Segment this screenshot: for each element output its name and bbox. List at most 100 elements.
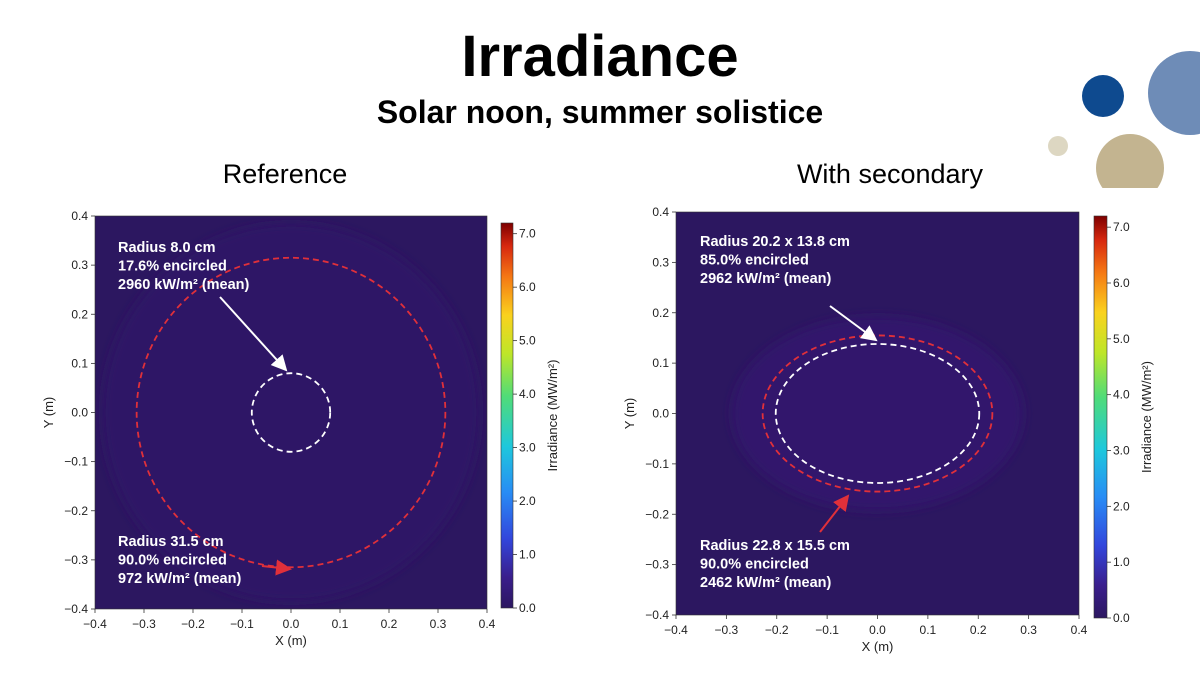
reference-y-tick-label: 0.2 bbox=[71, 307, 88, 321]
reference-y-tick-label: −0.1 bbox=[64, 455, 88, 469]
reference-x-tick-label: 0.4 bbox=[479, 617, 496, 631]
secondary-y-tick-label: −0.2 bbox=[645, 507, 669, 521]
reference-x-tick-label: −0.1 bbox=[230, 617, 254, 631]
reference-x-tick-label: −0.3 bbox=[132, 617, 156, 631]
reference-x-axis: −0.4 −0.3 −0.2 −0.1 0.0 0.1 0.2 0.3 0.4 bbox=[83, 609, 496, 631]
reference-x-tick-label: 0.0 bbox=[283, 617, 300, 631]
reference-annotation-inner: Radius 8.0 cm 17.6% encircled 2960 kW/m² (… bbox=[118, 240, 288, 372]
reference-colorbar-gradient bbox=[500, 222, 514, 609]
reference-y-tick-label: −0.4 bbox=[64, 602, 88, 616]
reference-colorbar-tick-label: 1.0 bbox=[519, 548, 536, 562]
secondary-annotation-line: 2962 kW/m² (mean) bbox=[700, 271, 832, 287]
reference-y-tick-label: −0.3 bbox=[64, 553, 88, 567]
chart-title-with-secondary: With secondary bbox=[796, 159, 984, 189]
secondary-heatmap bbox=[731, 316, 1024, 511]
secondary-contour-inner bbox=[774, 343, 981, 484]
secondary-x-tick-label: −0.3 bbox=[715, 623, 739, 637]
secondary-y-tick-label: −0.4 bbox=[645, 608, 669, 622]
reference-annotation-line: Radius 31.5 cm bbox=[118, 534, 224, 550]
secondary-x-tick-label: 0.2 bbox=[970, 623, 987, 637]
secondary-annotation-line: 90.0% encircled bbox=[700, 557, 809, 573]
secondary-colorbar-label: Irradiance (MW/m²) bbox=[1139, 361, 1154, 473]
reference-annotation-line: 90.0% encircled bbox=[118, 553, 227, 569]
reference-y-tick-label: −0.2 bbox=[64, 504, 88, 518]
secondary-x-axis: −0.4 −0.3 −0.2 −0.1 0.0 0.1 0.2 0.3 0.4 bbox=[664, 615, 1088, 637]
secondary-x-tick-label: −0.1 bbox=[815, 623, 839, 637]
secondary-y-tick-label: −0.3 bbox=[645, 558, 669, 572]
secondary-annotation-line: 85.0% encircled bbox=[700, 253, 809, 269]
secondary-annotation-arrow bbox=[829, 305, 878, 342]
reference-x-tick-label: −0.2 bbox=[181, 617, 205, 631]
chart-title-reference: Reference bbox=[222, 159, 348, 189]
reference-y-tick-label: 0.0 bbox=[71, 406, 88, 420]
secondary-y-tick-label: 0.4 bbox=[652, 205, 669, 219]
reference-colorbar-tick-label: 7.0 bbox=[519, 227, 536, 241]
secondary-colorbar: 0.0 1.0 2.0 3.0 4.0 5.0 6.0 7.0 Irradiance (MW/m… bbox=[1093, 215, 1154, 625]
reference-annotation-outer: Radius 31.5 cm 90.0% encircled 972 kW/m² (… bbox=[118, 534, 292, 587]
secondary-y-axis: 0.4 0.3 0.2 0.1 0.0 −0.1 −0.2 −0.3 −0.4 bbox=[645, 205, 676, 622]
reference-x-tick-label: −0.4 bbox=[83, 617, 107, 631]
reference-annotation-arrow bbox=[219, 296, 288, 372]
secondary-y-tick-label: −0.1 bbox=[645, 457, 669, 471]
reference-contour-inner bbox=[250, 372, 332, 453]
decorative-circle-tan bbox=[1096, 134, 1164, 188]
secondary-annotation-line: Radius 20.2 x 13.8 cm bbox=[700, 234, 850, 250]
reference-x-axis-label: X (m) bbox=[275, 633, 307, 648]
reference-colorbar-tick-label: 0.0 bbox=[519, 601, 536, 615]
reference-y-axis: 0.4 0.3 0.2 0.1 0.0 −0.1 −0.2 −0.3 −0.4 bbox=[64, 209, 95, 616]
secondary-colorbar-tick-label: 1.0 bbox=[1113, 555, 1130, 569]
reference-colorbar-tick-label: 3.0 bbox=[519, 441, 536, 455]
secondary-colorbar-tick-label: 6.0 bbox=[1113, 276, 1130, 290]
reference-colorbar-tick-label: 4.0 bbox=[519, 387, 536, 401]
secondary-y-tick-label: 0.0 bbox=[652, 407, 669, 421]
reference-annotation-line: 2960 kW/m² (mean) bbox=[118, 277, 250, 293]
reference-y-tick-label: 0.3 bbox=[71, 258, 88, 272]
secondary-y-axis-label: Y (m) bbox=[622, 398, 637, 430]
secondary-y-tick-label: 0.2 bbox=[652, 306, 669, 320]
secondary-colorbar-tick-label: 4.0 bbox=[1113, 388, 1130, 402]
reference-colorbar-label: Irradiance (MW/m²) bbox=[545, 360, 560, 472]
chart-reference: Radius 8.0 cm 17.6% encircled 2960 kW/m² (… bbox=[41, 209, 560, 648]
slide-subtitle: Solar noon, summer solistice bbox=[376, 94, 824, 130]
reference-annotation-line: Radius 8.0 cm bbox=[118, 240, 216, 256]
secondary-x-tick-label: 0.1 bbox=[920, 623, 937, 637]
reference-x-tick-label: 0.1 bbox=[332, 617, 349, 631]
reference-y-tick-label: 0.1 bbox=[71, 356, 88, 370]
secondary-annotation-arrow bbox=[819, 494, 850, 533]
secondary-annotation-line: Radius 22.8 x 15.5 cm bbox=[700, 538, 850, 554]
reference-y-axis-label: Y (m) bbox=[41, 397, 56, 429]
secondary-y-tick-label: 0.1 bbox=[652, 356, 669, 370]
reference-colorbar-tick-label: 2.0 bbox=[519, 494, 536, 508]
secondary-colorbar-tick-label: 5.0 bbox=[1113, 332, 1130, 346]
secondary-annotation-inner: Radius 20.2 x 13.8 cm 85.0% encircled 2962… bbox=[700, 234, 878, 342]
secondary-x-tick-label: −0.4 bbox=[664, 623, 688, 637]
secondary-x-tick-label: 0.4 bbox=[1071, 623, 1088, 637]
secondary-annotation-line: 2462 kW/m² (mean) bbox=[700, 575, 832, 591]
reference-heatmap bbox=[102, 223, 480, 602]
secondary-colorbar-tick-label: 2.0 bbox=[1113, 499, 1130, 513]
reference-y-tick-label: 0.4 bbox=[71, 209, 88, 223]
reference-colorbar: 0.0 1.0 2.0 3.0 4.0 5.0 6.0 7.0 Irradiance (MW/m… bbox=[500, 222, 560, 615]
secondary-x-tick-label: −0.2 bbox=[765, 623, 789, 637]
reference-x-tick-label: 0.2 bbox=[381, 617, 398, 631]
secondary-x-tick-label: 0.0 bbox=[869, 623, 886, 637]
decorative-circle-navy bbox=[1082, 75, 1124, 117]
secondary-x-axis-label: X (m) bbox=[862, 639, 894, 654]
reference-x-tick-label: 0.3 bbox=[430, 617, 447, 631]
secondary-contour-outer bbox=[761, 334, 994, 493]
decorative-circle-small-beige bbox=[1048, 136, 1068, 156]
reference-heat-level bbox=[102, 223, 480, 602]
secondary-y-tick-label: 0.3 bbox=[652, 255, 669, 269]
reference-colorbar-tick-label: 5.0 bbox=[519, 334, 536, 348]
secondary-colorbar-tick-label: 3.0 bbox=[1113, 444, 1130, 458]
secondary-colorbar-tick-label: 7.0 bbox=[1113, 220, 1130, 234]
secondary-x-tick-label: 0.3 bbox=[1020, 623, 1037, 637]
secondary-annotation-outer: Radius 22.8 x 15.5 cm 90.0% encircled 2462… bbox=[700, 494, 850, 591]
reference-annotation-line: 17.6% encircled bbox=[118, 259, 227, 275]
reference-annotation-line: 972 kW/m² (mean) bbox=[118, 571, 241, 587]
reference-annotation-arrow bbox=[261, 559, 292, 576]
reference-colorbar-tick-label: 6.0 bbox=[519, 280, 536, 294]
secondary-colorbar-gradient bbox=[1093, 215, 1108, 619]
slide-title: Irradiance bbox=[461, 24, 739, 89]
